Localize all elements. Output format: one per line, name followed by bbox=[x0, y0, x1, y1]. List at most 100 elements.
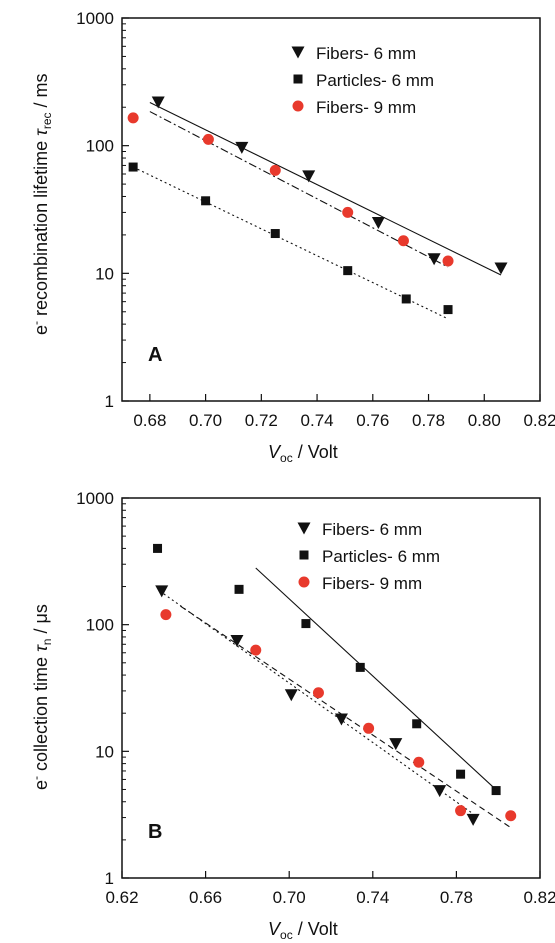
data-point bbox=[455, 805, 467, 817]
legend-marker bbox=[292, 100, 304, 112]
data-point bbox=[412, 719, 422, 729]
y-axis-label-rest: / ms bbox=[31, 73, 51, 112]
legend-label: Particles- 6 mm bbox=[322, 547, 440, 566]
fit-line bbox=[255, 567, 499, 793]
fit-line bbox=[149, 101, 502, 276]
data-point bbox=[128, 162, 138, 172]
data-point bbox=[427, 253, 441, 266]
data-point bbox=[201, 196, 211, 206]
x-tick-label: 0.74 bbox=[356, 888, 389, 907]
legend: Fibers- 6 mm Particles- 6 mm Fibers- 9 m… bbox=[291, 44, 434, 117]
data-point bbox=[413, 756, 425, 768]
data-point bbox=[284, 689, 298, 702]
x-tick-label: 0.72 bbox=[245, 411, 278, 430]
y-tick-label: 1000 bbox=[76, 489, 114, 508]
y-axis-label-pre: e bbox=[31, 780, 51, 790]
data-point bbox=[363, 722, 375, 734]
x-tick-label: 0.74 bbox=[301, 411, 334, 430]
y-axis-label-mid: recombination lifetime bbox=[31, 136, 51, 321]
legend-label: Fibers- 6 mm bbox=[322, 520, 422, 539]
x-tick-label: 0.70 bbox=[273, 888, 306, 907]
data-point bbox=[230, 634, 244, 647]
data-point bbox=[155, 585, 169, 598]
x-tick-label: 0.80 bbox=[468, 411, 501, 430]
legend-marker bbox=[291, 46, 305, 59]
data-point bbox=[371, 217, 385, 230]
fit-line bbox=[180, 605, 512, 829]
data-point bbox=[343, 266, 353, 276]
x-axis-label: Voc / Volt bbox=[268, 919, 338, 942]
legend-marker bbox=[293, 74, 303, 84]
y-tick-label: 10 bbox=[95, 264, 114, 283]
x-axis-label-sub: oc bbox=[280, 451, 293, 465]
plot-frame bbox=[121, 497, 541, 879]
y-axis-label: e- collection time τn / μs bbox=[29, 604, 54, 790]
x-tick-label: 0.68 bbox=[133, 411, 166, 430]
data-point bbox=[160, 609, 172, 621]
fit-line bbox=[163, 593, 472, 813]
legend-label: Fibers- 6 mm bbox=[316, 44, 416, 63]
data-point bbox=[505, 810, 517, 822]
data-point bbox=[401, 294, 411, 304]
y-axis-label-pre: e bbox=[31, 325, 51, 335]
y-axis-label-rest: / μs bbox=[31, 604, 51, 638]
y-tick-label: 1000 bbox=[76, 9, 114, 28]
plot-frame bbox=[121, 17, 541, 402]
data-point bbox=[494, 262, 508, 275]
data-point bbox=[389, 738, 403, 751]
data-point bbox=[250, 644, 262, 656]
x-tick-label: 0.78 bbox=[440, 888, 473, 907]
fit-line bbox=[132, 166, 449, 320]
x-axis-label-sub: oc bbox=[280, 928, 293, 942]
y-tick-label: 1 bbox=[105, 869, 114, 888]
data-point bbox=[355, 662, 365, 672]
data-point bbox=[153, 543, 163, 553]
data-point bbox=[397, 235, 409, 247]
y-axis-label-symbol: τ bbox=[31, 644, 51, 652]
data-point bbox=[302, 170, 316, 183]
x-tick-label: 0.70 bbox=[189, 411, 222, 430]
y-axis-label-sup: - bbox=[29, 321, 43, 325]
legend-marker bbox=[298, 576, 310, 588]
legend-label: Fibers- 9 mm bbox=[322, 574, 422, 593]
y-tick-label: 100 bbox=[86, 616, 114, 635]
y-axis-label-sub: rec bbox=[40, 112, 54, 129]
x-axis-label-main: V bbox=[268, 919, 282, 939]
data-point bbox=[235, 141, 249, 154]
data-point bbox=[466, 813, 480, 826]
data-point bbox=[269, 164, 281, 176]
data-point bbox=[342, 206, 354, 218]
y-tick-label: 1 bbox=[105, 392, 114, 411]
y-axis-label: e- recombination lifetime τrec / ms bbox=[29, 73, 54, 335]
x-axis-label-rest: / Volt bbox=[293, 442, 338, 462]
legend-marker bbox=[299, 550, 309, 560]
data-point bbox=[312, 687, 324, 699]
panel-a: 0.68 0.70 0.72 0.74 0.76 0.78 0.80 0.82 1 10 100 10… bbox=[29, 9, 555, 465]
x-tick-label: 0.62 bbox=[105, 888, 138, 907]
data-point bbox=[334, 713, 348, 726]
data-point bbox=[270, 229, 280, 239]
x-tick-label: 0.66 bbox=[189, 888, 222, 907]
x-tick-label: 0.82 bbox=[523, 888, 555, 907]
legend-label: Particles- 6 mm bbox=[316, 71, 434, 90]
data-point bbox=[301, 619, 311, 629]
y-axis-label-sup: - bbox=[29, 776, 43, 780]
x-tick-label: 0.76 bbox=[356, 411, 389, 430]
data-point bbox=[127, 112, 139, 124]
data-point bbox=[433, 785, 447, 798]
data-point bbox=[202, 133, 214, 145]
x-axis-label-rest: / Volt bbox=[293, 919, 338, 939]
y-tick-label: 100 bbox=[86, 137, 114, 156]
panel-label: A bbox=[148, 344, 162, 366]
data-point bbox=[456, 769, 466, 779]
data-point bbox=[151, 96, 165, 109]
panel-label: B bbox=[148, 821, 162, 843]
x-axis-label-main: V bbox=[268, 442, 282, 462]
y-axis-label-mid: collection time bbox=[31, 652, 51, 776]
legend-label: Fibers- 9 mm bbox=[316, 98, 416, 117]
x-tick-label: 0.78 bbox=[412, 411, 445, 430]
legend: Fibers- 6 mm Particles- 6 mm Fibers- 9 m… bbox=[297, 520, 440, 593]
y-axis-label-symbol: τ bbox=[31, 128, 51, 136]
data-point bbox=[442, 255, 454, 267]
